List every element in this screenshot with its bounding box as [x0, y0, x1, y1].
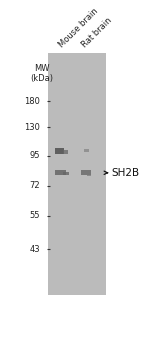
Text: Mouse brain: Mouse brain [57, 6, 99, 50]
Text: 43: 43 [30, 245, 40, 254]
Bar [81, 171, 91, 175]
Bar [48, 54, 106, 295]
Text: MW
(kDa): MW (kDa) [30, 64, 54, 83]
Text: 95: 95 [30, 151, 40, 160]
Text: 55: 55 [30, 211, 40, 220]
Bar [84, 149, 88, 152]
Bar [63, 172, 69, 175]
Text: 72: 72 [30, 181, 40, 190]
Text: Rat brain: Rat brain [80, 16, 113, 50]
Bar [55, 148, 64, 154]
Bar [63, 150, 68, 154]
Bar [55, 170, 66, 175]
Text: 180: 180 [24, 97, 40, 106]
Text: SH2B: SH2B [112, 168, 140, 178]
Text: 130: 130 [24, 123, 40, 132]
Bar [87, 173, 91, 176]
